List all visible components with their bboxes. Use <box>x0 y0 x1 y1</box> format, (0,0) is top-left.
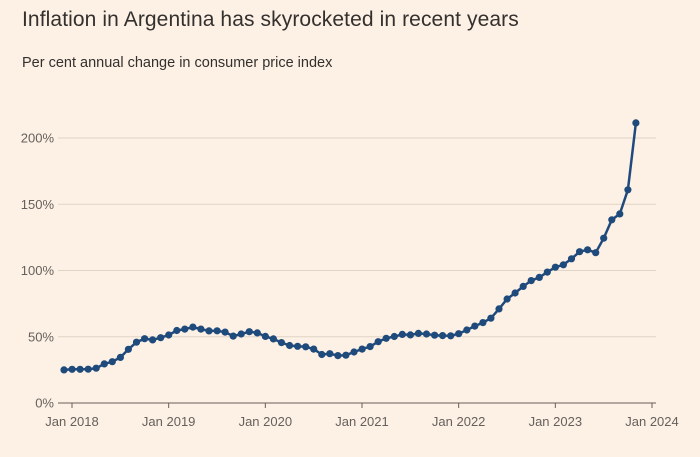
data-point <box>414 329 422 337</box>
data-point <box>294 342 302 350</box>
data-point <box>181 325 189 333</box>
data-point <box>350 348 358 356</box>
data-point <box>455 330 463 338</box>
data-point <box>624 186 632 194</box>
data-point <box>479 319 487 327</box>
data-point <box>608 216 616 224</box>
data-point <box>189 323 197 331</box>
x-tick-label: Jan 2024 <box>625 414 679 429</box>
data-point <box>229 332 237 340</box>
data-point <box>213 327 221 335</box>
x-tick-label: Jan 2022 <box>432 414 486 429</box>
data-point <box>632 119 640 127</box>
data-point <box>366 343 374 351</box>
data-point <box>487 314 495 322</box>
data-point <box>84 365 92 373</box>
data-point <box>108 358 116 366</box>
data-point <box>439 332 447 340</box>
data-point <box>221 328 229 336</box>
data-point <box>447 332 455 340</box>
data-point <box>567 255 576 263</box>
data-point <box>551 263 560 271</box>
data-point <box>576 248 584 256</box>
data-point <box>149 336 157 344</box>
data-point <box>463 326 471 334</box>
data-point <box>277 339 286 347</box>
data-point <box>535 273 543 281</box>
data-point <box>302 343 310 351</box>
data-point <box>269 335 277 343</box>
data-point <box>390 332 398 341</box>
data-point <box>173 326 181 335</box>
data-point <box>100 360 108 368</box>
data-point <box>527 277 535 285</box>
y-tick-label: 100% <box>21 263 55 278</box>
series-line <box>62 121 638 372</box>
data-point <box>165 331 173 339</box>
data-point <box>141 335 149 343</box>
data-point <box>310 345 318 353</box>
data-point <box>471 322 479 330</box>
data-point <box>124 345 132 353</box>
data-point <box>374 338 382 346</box>
x-tick-label: Jan 2020 <box>239 414 293 429</box>
gridlines <box>58 137 656 404</box>
data-point <box>197 325 205 333</box>
y-axis-labels: 0% 50% 100% 150% 200% <box>21 131 55 411</box>
data-point <box>559 261 568 269</box>
x-tick-label: Jan 2018 <box>45 414 99 429</box>
data-point <box>326 350 334 358</box>
data-point <box>382 334 390 342</box>
data-point <box>398 330 406 338</box>
data-point <box>406 331 414 339</box>
x-axis: Jan 2018 Jan 2019 Jan 2020 Jan 2021 Jan 2022… <box>45 403 679 429</box>
data-point <box>245 328 253 336</box>
data-point <box>76 365 84 373</box>
x-tick-label: Jan 2019 <box>142 414 196 429</box>
data-point <box>286 341 294 350</box>
data-point <box>132 338 141 346</box>
data-series <box>60 119 640 374</box>
data-point <box>422 330 431 338</box>
x-tick-label: Jan 2021 <box>335 414 389 429</box>
data-point <box>616 210 624 218</box>
data-point <box>261 332 269 340</box>
data-point <box>503 295 511 303</box>
chart-subtitle: Per cent annual change in consumer price… <box>22 55 333 71</box>
data-point <box>157 334 165 342</box>
data-point <box>431 331 439 339</box>
data-point <box>318 350 326 359</box>
data-point <box>253 329 261 337</box>
data-point <box>60 366 68 374</box>
data-point <box>600 234 608 242</box>
data-point <box>92 364 100 372</box>
data-point <box>592 249 600 257</box>
y-tick-label: 0% <box>35 396 54 411</box>
data-point <box>342 351 350 359</box>
data-point <box>495 305 503 313</box>
data-point <box>543 268 551 276</box>
data-point <box>237 330 245 338</box>
y-tick-label: 50% <box>28 329 54 344</box>
data-point <box>584 246 592 254</box>
chart-title: Inflation in Argentina has skyrocketed i… <box>22 8 519 31</box>
x-tick-label: Jan 2023 <box>529 414 583 429</box>
y-tick-label: 150% <box>21 197 55 212</box>
data-point <box>334 352 342 360</box>
y-tick-label: 200% <box>21 131 55 146</box>
data-point <box>116 353 124 361</box>
data-point <box>511 289 519 297</box>
data-point <box>68 365 76 373</box>
data-point <box>358 345 366 353</box>
data-point <box>519 282 527 290</box>
data-point <box>205 327 213 335</box>
